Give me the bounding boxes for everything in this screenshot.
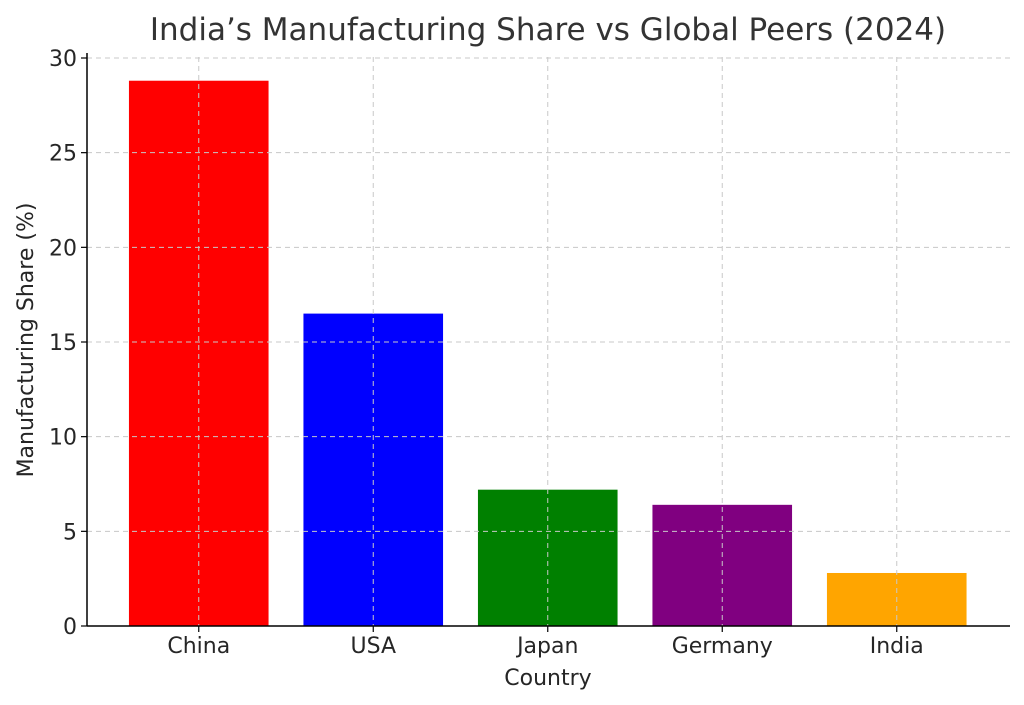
- y-axis-label: Manufacturing Share (%): [14, 203, 39, 478]
- x-axis-label: Country: [504, 666, 591, 691]
- y-tick-label: 15: [49, 331, 77, 356]
- x-tick-label: Japan: [515, 634, 578, 659]
- x-tick-label: India: [870, 634, 924, 659]
- gridlines: [87, 57, 1010, 627]
- x-tick-label: China: [167, 634, 230, 659]
- x-tick-label: USA: [350, 634, 396, 659]
- bar-japan: [477, 489, 618, 626]
- y-tick-label: 30: [49, 47, 77, 72]
- y-tick-label: 0: [63, 615, 77, 640]
- x-tick-label: Germany: [672, 634, 773, 659]
- y-tick-label: 25: [49, 142, 77, 167]
- ticks: 0 5 10 15 20 25 30 China USA Japan Germany India: [49, 47, 924, 659]
- y-tick-label: 10: [49, 426, 77, 451]
- y-tick-label: 5: [63, 520, 77, 545]
- axes: [86, 53, 1010, 627]
- y-tick-label: 20: [49, 236, 77, 261]
- chart-title: India’s Manufacturing Share vs Global Pe…: [150, 12, 946, 48]
